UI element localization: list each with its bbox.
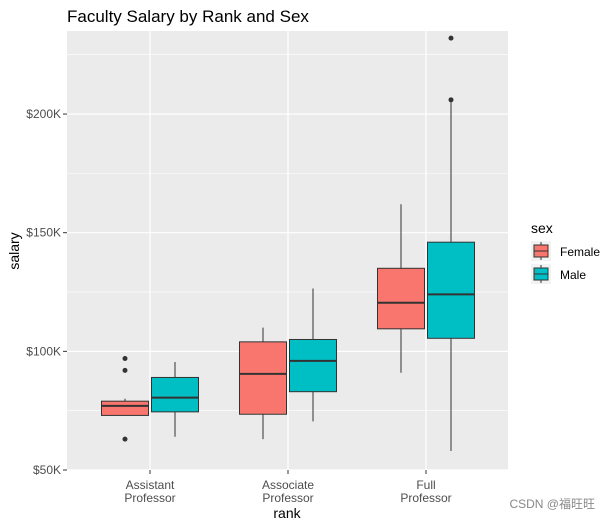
legend-key-male [531, 264, 551, 284]
outlier-point [448, 35, 454, 41]
box-female-full [377, 204, 425, 373]
box-male-full [427, 35, 475, 452]
x-axis: AssistantProfessorAssociateProfessorFull… [124, 470, 452, 505]
y-tick-label: $150K [26, 226, 61, 240]
y-tick-label: $50K [33, 463, 61, 477]
x-tick-label: Full [416, 478, 435, 492]
box-female-assistant [101, 355, 149, 442]
x-tick-label: Professor [262, 491, 313, 505]
iqr-box [239, 341, 287, 415]
box-series [101, 35, 475, 452]
y-axis-title: salary [6, 232, 22, 269]
legend: sex Female Male [531, 220, 600, 284]
iqr-box [101, 400, 149, 416]
x-tick-label: Professor [124, 491, 175, 505]
iqr-box [151, 376, 199, 413]
x-tick-label: Associate [262, 478, 314, 492]
legend-label: Female [560, 245, 600, 259]
legend-label: Male [560, 268, 586, 282]
box-female-associate [239, 327, 287, 440]
iqr-box [289, 338, 337, 393]
x-tick-label: Professor [400, 491, 451, 505]
iqr-box [427, 241, 475, 339]
chart-title: Faculty Salary by Rank and Sex [67, 7, 309, 26]
box-male-associate [289, 288, 337, 422]
watermark: CSDN @福旺旺 [509, 497, 595, 511]
outlier-point [448, 97, 454, 103]
x-tick-label: Assistant [126, 478, 175, 492]
y-tick-label: $200K [26, 107, 61, 121]
y-tick-label: $100K [26, 344, 61, 358]
outlier-point [122, 436, 128, 442]
legend-title: sex [531, 220, 553, 236]
x-axis-title: rank [273, 505, 301, 521]
y-axis: $50K $100K $150K $200K [26, 107, 67, 477]
iqr-box [377, 267, 425, 330]
legend-key-female [531, 241, 551, 261]
outlier-point [122, 367, 128, 373]
outlier-point [122, 355, 128, 361]
box-male-assistant [151, 362, 199, 437]
grid-lines [67, 31, 508, 471]
